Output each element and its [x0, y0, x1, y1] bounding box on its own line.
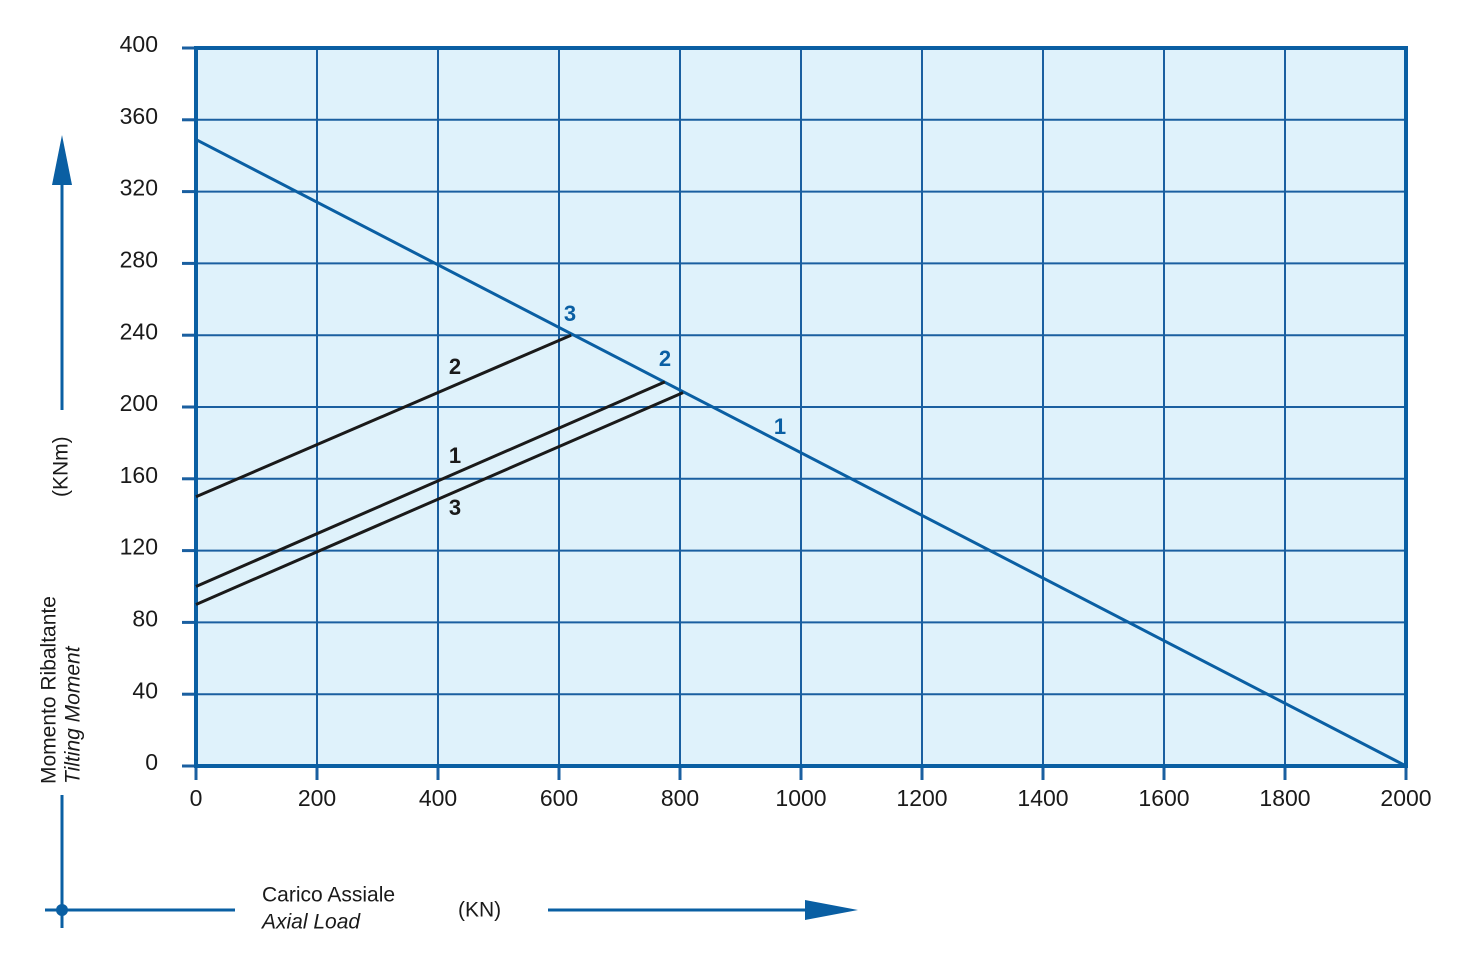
- series-line: [195, 391, 684, 606]
- series-label: 1: [449, 443, 461, 468]
- series-label: 3: [449, 495, 461, 520]
- x-arrow-head: [805, 900, 858, 920]
- y-arrow-head: [52, 135, 72, 185]
- x-tick-label: 1800: [1259, 785, 1310, 811]
- x-axis-label: Axial Load: [260, 911, 361, 934]
- y-tick-label: 240: [120, 318, 158, 344]
- y-tick-label: 320: [120, 175, 158, 201]
- x-tick-label: 1200: [896, 785, 947, 811]
- y-tick-label: 0: [145, 749, 158, 775]
- y-tick-label: 200: [120, 390, 158, 416]
- axis-decoration: [45, 135, 858, 928]
- y-tick-label: 400: [120, 31, 158, 57]
- x-tick-label: 1000: [775, 785, 826, 811]
- x-tick-label: 800: [661, 785, 699, 811]
- series-line: [195, 138, 1407, 768]
- corner-dot: [56, 904, 68, 916]
- y-tick-label: 360: [120, 103, 158, 129]
- y-tick-label: 80: [132, 605, 158, 631]
- y-axis-unit: (KNm): [50, 436, 73, 497]
- x-tick-label: 2000: [1380, 785, 1431, 811]
- x-tick-label: 1400: [1017, 785, 1068, 811]
- series-line: [195, 333, 572, 499]
- x-tick-label: 200: [298, 785, 336, 811]
- x-tick-label: 600: [540, 785, 578, 811]
- series-line: [195, 380, 666, 588]
- annotation: 2: [659, 346, 671, 371]
- y-tick-label: 40: [132, 677, 158, 703]
- y-tick-label: 160: [120, 462, 158, 488]
- series-label: 2: [449, 354, 461, 379]
- y-axis-label: Momento Ribaltante: [38, 596, 61, 784]
- y-tick-label: 280: [120, 246, 158, 272]
- y-axis-label: Tilting Moment: [62, 645, 85, 784]
- x-tick-label: 0: [190, 785, 203, 811]
- annotation: 3: [564, 301, 576, 326]
- x-axis-label: Carico Assiale: [262, 884, 395, 907]
- x-tick-label: 1600: [1138, 785, 1189, 811]
- plot-frame: [194, 46, 1408, 768]
- x-tick-label: 400: [419, 785, 457, 811]
- series-label: 1: [774, 414, 786, 439]
- x-axis-unit: (KN): [458, 899, 501, 922]
- y-tick-label: 120: [120, 534, 158, 560]
